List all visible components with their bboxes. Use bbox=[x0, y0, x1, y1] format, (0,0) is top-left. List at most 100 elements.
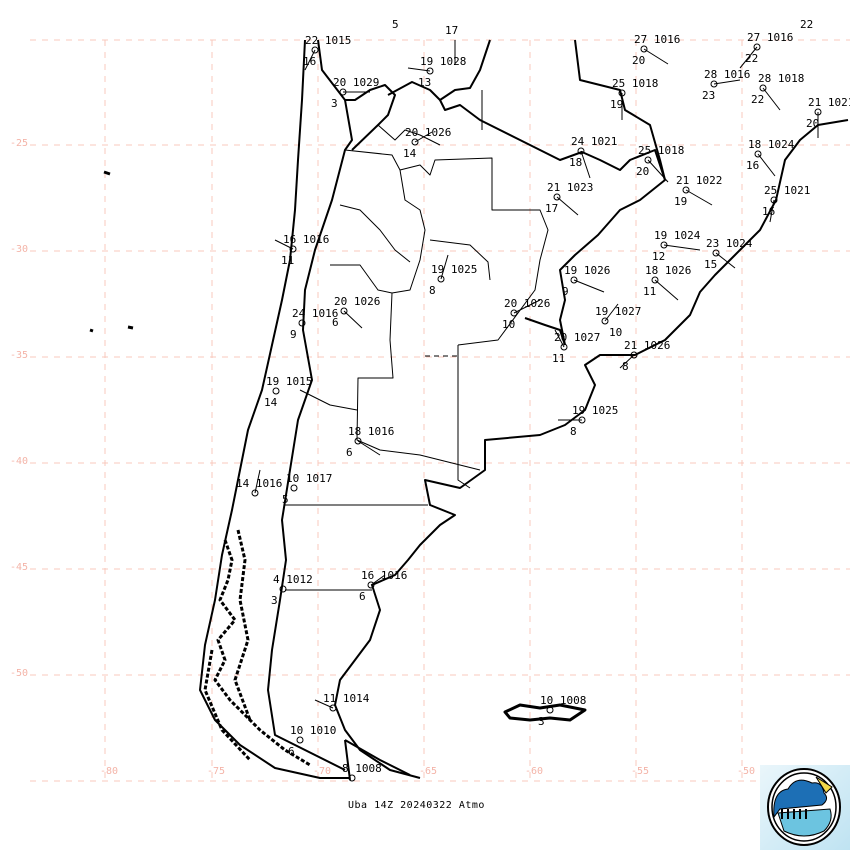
station-circle-icon bbox=[682, 186, 690, 194]
station-dewpoint: 23 bbox=[702, 89, 716, 102]
station-temp-pressure: 10 1008 bbox=[540, 694, 587, 707]
station-temp-pressure: 25 1018 bbox=[612, 77, 659, 90]
wind-barb-icon bbox=[715, 252, 736, 269]
station-dewpoint: 9 bbox=[562, 285, 569, 298]
falkland-islands bbox=[503, 703, 587, 722]
station-temp-pressure: 10 1010 bbox=[290, 724, 337, 737]
station-circle-icon bbox=[367, 581, 375, 589]
longitude-label: -65 bbox=[419, 766, 438, 777]
station-temp-pressure: 27 1016 bbox=[747, 31, 794, 44]
station-dewpoint: 6 bbox=[332, 316, 339, 329]
station-marker bbox=[272, 387, 280, 395]
station-circle-icon bbox=[754, 150, 762, 158]
station-circle-icon bbox=[546, 706, 554, 714]
station-circle-icon bbox=[644, 156, 652, 164]
station-temp-pressure: 16 1016 bbox=[283, 233, 330, 246]
station-temp-pressure: 10 1017 bbox=[286, 472, 333, 485]
station-circle-icon bbox=[553, 193, 561, 201]
longitude-label: -60 bbox=[525, 766, 544, 777]
wind-barb-icon bbox=[769, 199, 775, 223]
longitude-label: -80 bbox=[100, 766, 119, 777]
station-dewpoint: 17 bbox=[545, 202, 559, 215]
station-circle-icon bbox=[340, 307, 348, 315]
station-dewpoint: 13 bbox=[418, 76, 432, 89]
station-marker bbox=[712, 249, 736, 269]
wind-barb-icon bbox=[556, 196, 579, 216]
brazil-border bbox=[574, 39, 666, 181]
station-marker bbox=[558, 416, 586, 424]
station-circle-icon bbox=[570, 276, 578, 284]
province-borders bbox=[285, 90, 549, 591]
wind-barb-icon bbox=[654, 279, 679, 301]
station-marker bbox=[354, 437, 381, 456]
rio-de-la-plata bbox=[524, 317, 566, 346]
station-circle-icon bbox=[712, 249, 720, 257]
longitude-label: -55 bbox=[631, 766, 650, 777]
latitude-label: -25 bbox=[10, 138, 29, 149]
station-temp-pressure: 19 1025 bbox=[572, 404, 619, 417]
station-temp-pressure: 28 1016 bbox=[704, 68, 751, 81]
wind-barb-icon bbox=[573, 279, 605, 293]
station-dewpoint: 6 bbox=[288, 745, 295, 758]
station-marker bbox=[304, 46, 319, 71]
station-marker bbox=[348, 774, 356, 782]
latitude-label: -35 bbox=[10, 350, 29, 361]
station-marker bbox=[814, 108, 822, 138]
latitude-label: -40 bbox=[10, 456, 29, 467]
wind-barb-icon bbox=[762, 87, 781, 111]
station-marker bbox=[314, 699, 337, 712]
station-marker bbox=[619, 351, 638, 369]
wind-barb-icon bbox=[739, 46, 758, 69]
wind-barb-icon bbox=[685, 189, 713, 206]
station-circle-icon bbox=[577, 147, 585, 155]
station-circle-icon bbox=[272, 387, 280, 395]
station-marker bbox=[570, 276, 605, 293]
station-circle-icon bbox=[510, 309, 518, 317]
station-dewpoint: 11 bbox=[643, 285, 657, 298]
station-temp-pressure: 19 1015 bbox=[266, 375, 313, 388]
wind-barb-icon bbox=[407, 67, 431, 72]
wind-barb-icon bbox=[713, 79, 741, 85]
station-marker bbox=[554, 329, 568, 351]
station-temp-pressure: 11 1014 bbox=[323, 692, 370, 705]
station-marker bbox=[759, 84, 781, 111]
station-temp-pressure: 5 bbox=[392, 18, 399, 31]
station-marker bbox=[296, 736, 304, 744]
station-dewpoint: 11 bbox=[281, 254, 295, 267]
station-temp-pressure: 21 1026 bbox=[624, 339, 671, 352]
wind-barb-icon bbox=[414, 131, 433, 143]
station-circle-icon bbox=[329, 704, 337, 712]
latitude-label: -50 bbox=[10, 668, 29, 679]
wind-barb-icon bbox=[304, 49, 316, 71]
station-dewpoint: 20 bbox=[806, 117, 820, 130]
longitude-label: -50 bbox=[737, 766, 756, 777]
station-circle-icon bbox=[601, 317, 609, 325]
station-dewpoint: 16 bbox=[303, 55, 317, 68]
station-circle-icon bbox=[354, 437, 362, 445]
chile-pacific-coast bbox=[199, 39, 350, 779]
station-temp-pressure: 19 1028 bbox=[420, 55, 467, 68]
station-circle-icon bbox=[289, 245, 297, 253]
wind-barb-icon bbox=[513, 299, 541, 314]
station-dewpoint: 10 bbox=[502, 318, 516, 331]
station-dewpoint: 11 bbox=[552, 352, 566, 365]
station-marker bbox=[660, 241, 701, 251]
wind-barb-icon bbox=[314, 699, 334, 709]
station-temp-pressure: 23 1024 bbox=[706, 237, 753, 250]
station-dewpoint: 22 bbox=[751, 93, 765, 106]
wind-barb-icon bbox=[604, 303, 619, 322]
station-temp-pressure: 4 1012 bbox=[273, 573, 313, 586]
station-marker bbox=[739, 43, 761, 69]
latitude-label: -30 bbox=[10, 244, 29, 255]
longitude-label: -75 bbox=[207, 766, 226, 777]
station-temp-pressure: 16 1016 bbox=[361, 569, 408, 582]
station-dewpoint: 9 bbox=[290, 328, 297, 341]
station-circle-icon bbox=[251, 489, 259, 497]
station-marker bbox=[274, 239, 297, 253]
station-marker bbox=[769, 196, 778, 223]
station-dewpoint: 19 bbox=[674, 195, 688, 208]
station-marker bbox=[279, 585, 287, 593]
station-dewpoint: 8 bbox=[622, 360, 629, 373]
station-dewpoint: 15 bbox=[704, 258, 718, 271]
